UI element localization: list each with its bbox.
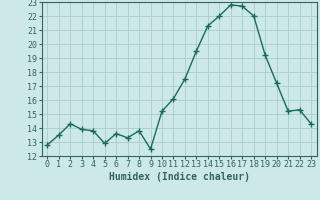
X-axis label: Humidex (Indice chaleur): Humidex (Indice chaleur) bbox=[109, 172, 250, 182]
